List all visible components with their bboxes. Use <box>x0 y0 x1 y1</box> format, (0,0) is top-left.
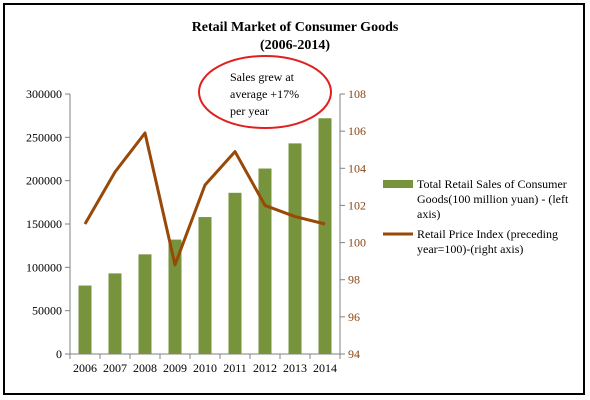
bar-2010 <box>198 217 212 354</box>
left-tick-label-200000: 200000 <box>26 174 62 188</box>
bar-2012 <box>258 168 272 354</box>
legend-price-line-2: year=100)-(right axis) <box>417 242 523 256</box>
left-tick-label-250000: 250000 <box>26 130 62 144</box>
x-axis-ticks: 2006 2007 2008 2009 2010 2011 2012 2013 2014 <box>69 354 341 375</box>
bar-2006 <box>78 285 92 354</box>
right-axis-ticks: 94 96 98 100 102 104 106 108 <box>340 87 366 361</box>
legend-sales-line-3: axis) <box>417 207 440 221</box>
x-tick-label-2014: 2014 <box>313 361 337 375</box>
legend-swatch-sales <box>383 180 413 188</box>
right-tick-label-104: 104 <box>348 161 366 175</box>
x-tick-label-2008: 2008 <box>133 361 157 375</box>
x-tick-label-2009: 2009 <box>163 361 187 375</box>
left-tick-label-100000: 100000 <box>26 260 62 274</box>
bar-2008 <box>138 254 152 354</box>
bar-2011 <box>228 192 242 354</box>
legend-sales-line-1: Total Retail Sales of Consumer <box>417 177 567 191</box>
chart-title-line-2: (2006-2014) <box>260 38 330 53</box>
right-tick-label-102: 102 <box>348 198 366 212</box>
right-tick-label-98: 98 <box>348 273 360 287</box>
annotation: Sales grew at average +17% per year <box>198 55 332 129</box>
x-tick-label-2007: 2007 <box>103 361 127 375</box>
bar-2007 <box>108 273 122 354</box>
right-tick-label-106: 106 <box>348 124 366 138</box>
legend: Total Retail Sales of Consumer Goods(100… <box>383 177 569 256</box>
legend-price-line-1: Retail Price Index (preceding <box>417 227 558 241</box>
left-tick-label-50000: 50000 <box>32 304 62 318</box>
legend-sales-line-2: Goods(100 million yuan) - (left <box>417 192 569 206</box>
right-tick-label-108: 108 <box>348 87 366 101</box>
price-index-line-group <box>83 131 326 267</box>
annotation-line-1: Sales grew at <box>230 70 295 84</box>
left-tick-label-300000: 300000 <box>26 87 62 101</box>
x-tick-label-2011: 2011 <box>223 361 247 375</box>
right-tick-label-94: 94 <box>348 347 360 361</box>
annotation-line-3: per year <box>230 104 269 118</box>
x-tick-label-2006: 2006 <box>73 361 97 375</box>
right-tick-label-100: 100 <box>348 236 366 250</box>
left-tick-label-0: 0 <box>56 347 62 361</box>
x-tick-label-2012: 2012 <box>253 361 277 375</box>
x-tick-label-2010: 2010 <box>193 361 217 375</box>
bar-2013 <box>288 143 302 354</box>
annotation-line-2: average +17% <box>230 87 299 101</box>
bar-2009 <box>168 239 182 354</box>
chart-title-line-1: Retail Market of Consumer Goods <box>192 20 399 35</box>
price-index-line <box>83 131 326 267</box>
left-tick-label-150000: 150000 <box>26 217 62 231</box>
left-axis-ticks: 0 50000 100000 150000 200000 250000 300000 <box>26 87 70 361</box>
x-tick-label-2013: 2013 <box>283 361 307 375</box>
right-tick-label-96: 96 <box>348 310 360 324</box>
annotation-ellipse <box>198 55 332 129</box>
bars-group <box>78 118 332 355</box>
bar-2014 <box>318 118 332 355</box>
